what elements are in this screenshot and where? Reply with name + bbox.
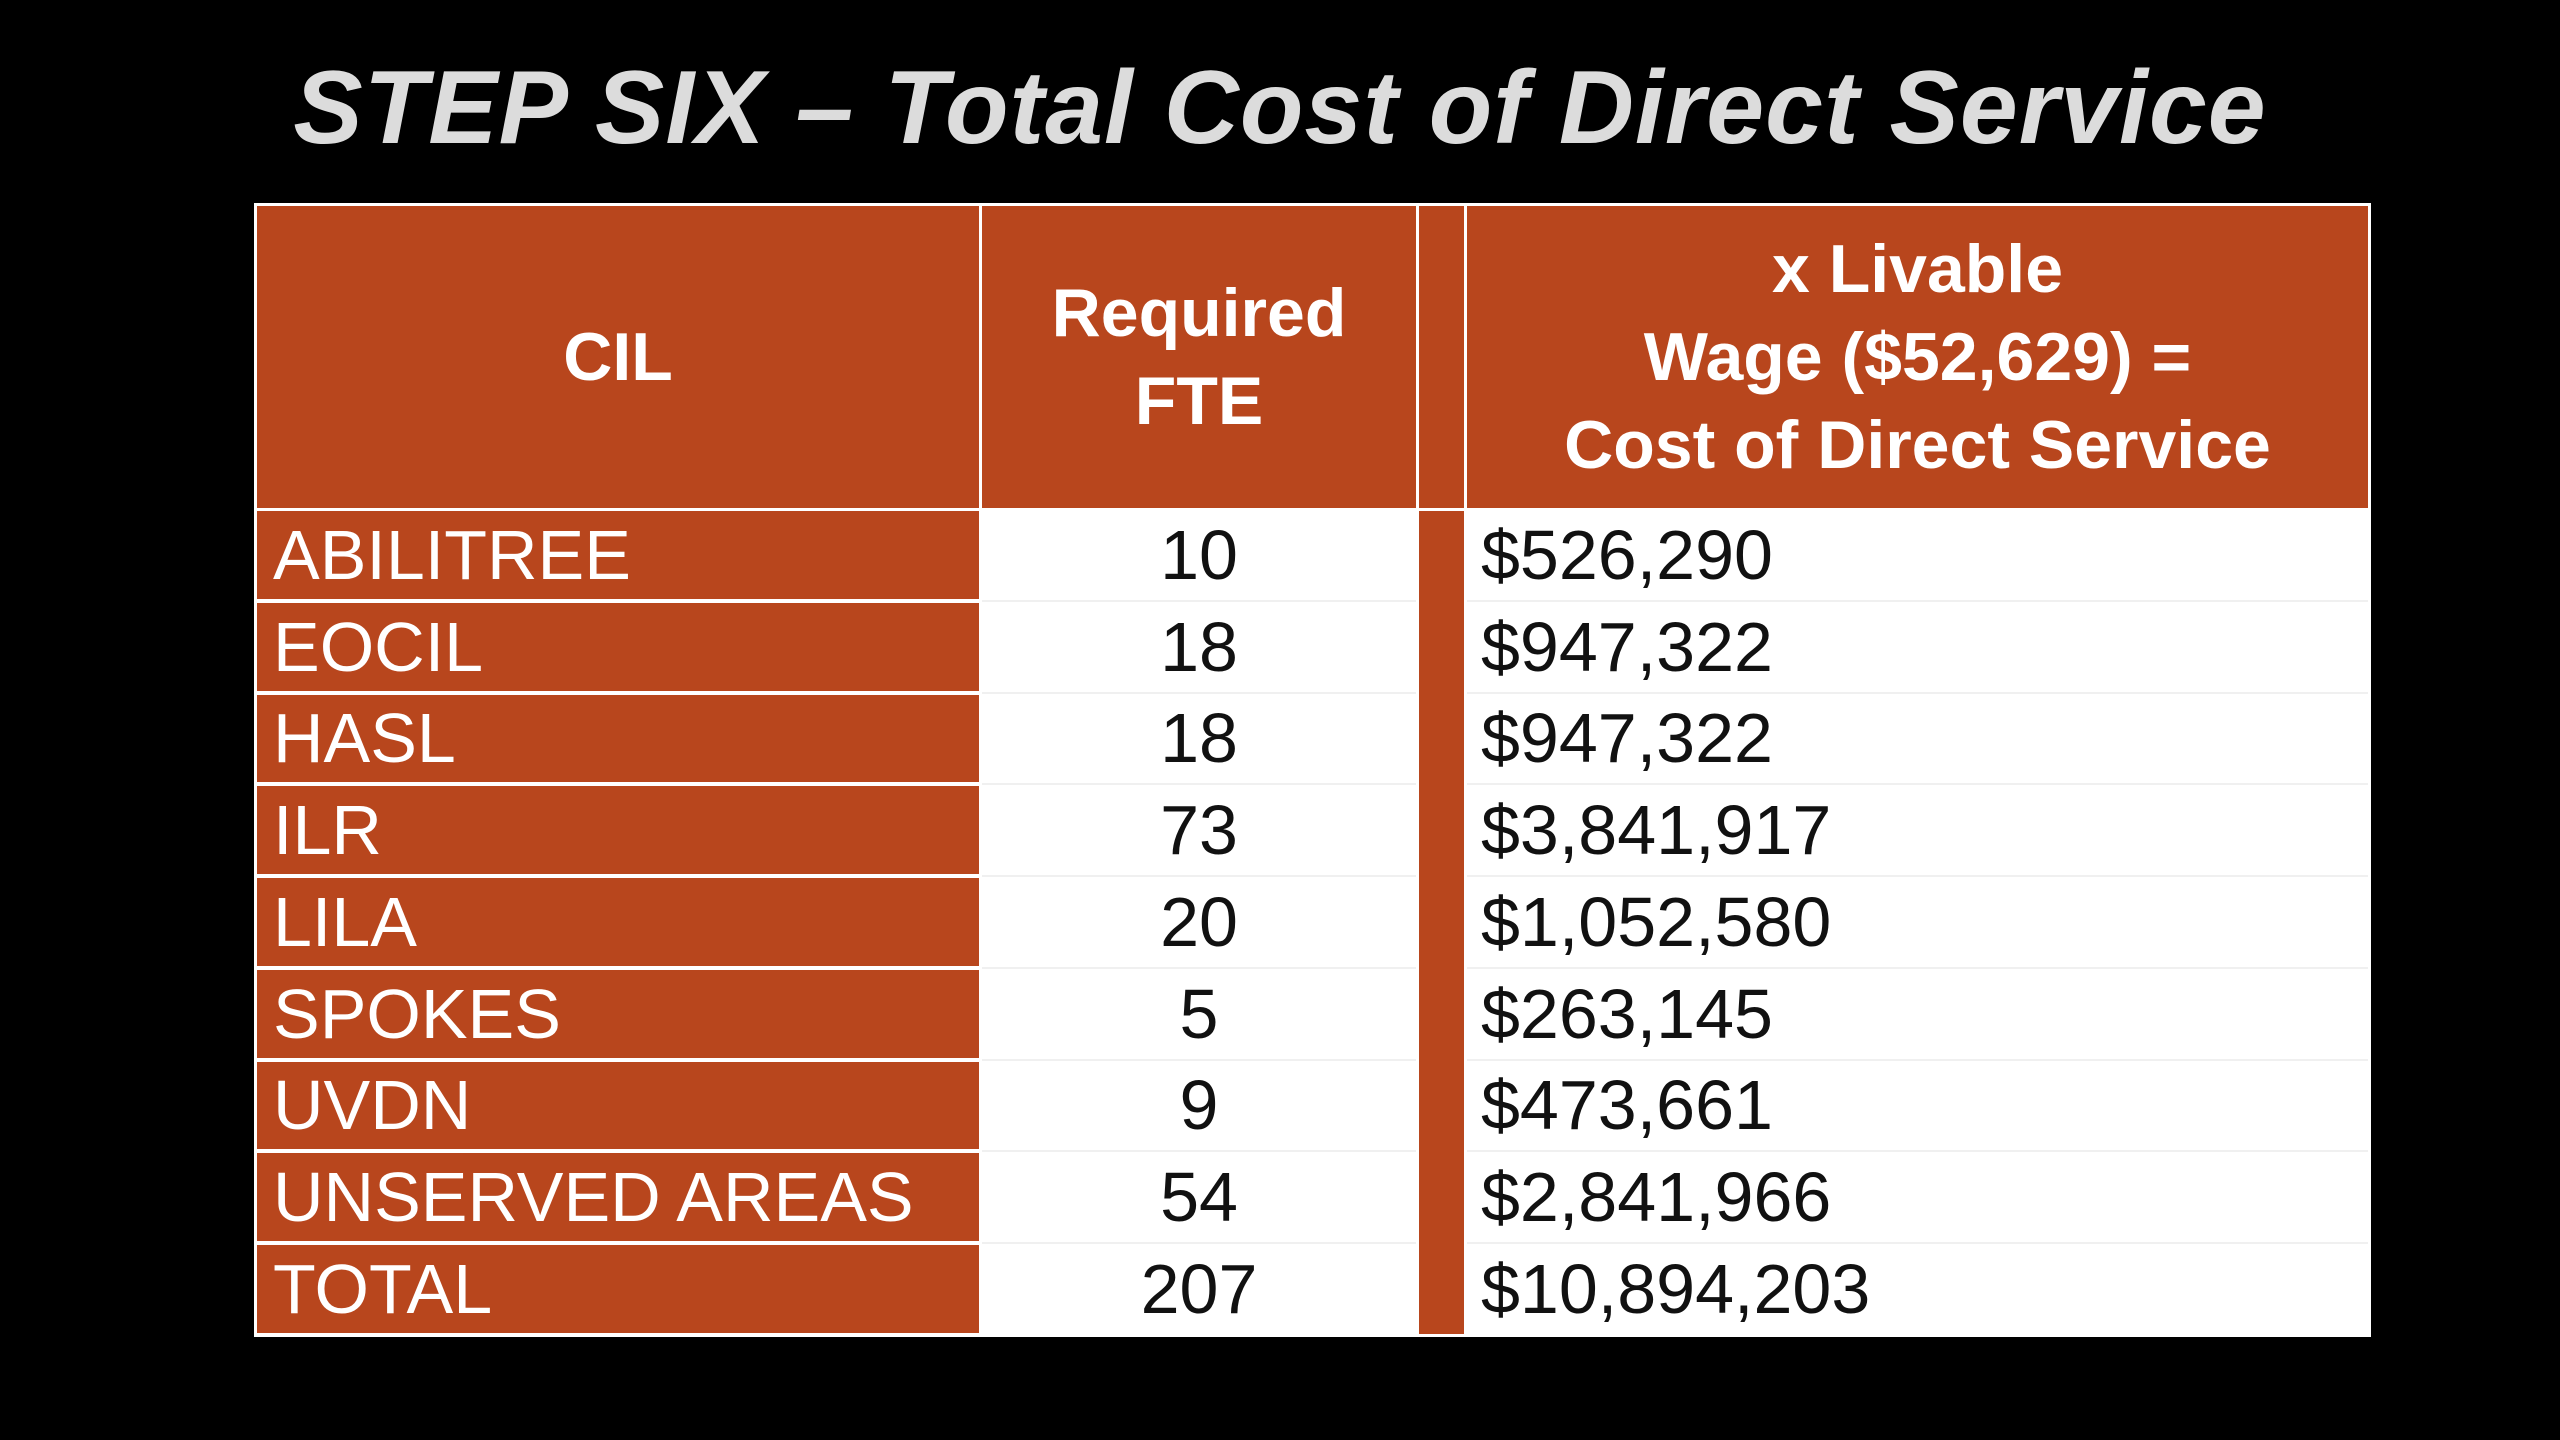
cil-name-cell: ILR [255,784,982,879]
divider-cell [1416,967,1467,1060]
divider-cell [1416,784,1467,877]
divider-cell [1416,509,1467,601]
required-fte-cell: 5 [980,967,1418,1061]
table-row: LILA 20 $1,052,580 [255,876,2370,970]
cil-name-cell: TOTAL [255,1243,982,1337]
required-fte-cell: 20 [980,876,1418,969]
header-cil-label: CIL [563,319,673,395]
cil-name-cell: EOCIL [255,600,982,695]
required-fte-cell: 18 [980,692,1418,786]
required-fte-cell: 73 [980,784,1418,878]
header-cost-label: x Livable Wage ($52,629) = Cost of Direc… [1564,231,2271,483]
divider-cell [1416,1059,1467,1152]
slide-title: STEP SIX – Total Cost of Direct Service [293,50,2267,166]
divider-cell [1416,600,1467,693]
cost-of-direct-service-cell: $263,145 [1465,967,2370,1061]
cost-of-direct-service-cell: $2,841,966 [1465,1151,2370,1245]
header-required-fte: Required FTE [979,203,1419,511]
header-divider-column [1416,203,1467,511]
table-row: EOCIL 18 $947,322 [255,600,2370,695]
required-fte-cell: 54 [980,1151,1418,1245]
table-row: ABILITREE 10 $526,290 [255,509,2370,603]
cost-of-direct-service-cell: $1,052,580 [1465,876,2370,969]
direct-service-cost-table: CIL Required FTE x Livable Wage ($52,629… [254,203,2371,1337]
cost-of-direct-service-cell: $3,841,917 [1465,784,2370,878]
required-fte-cell: 9 [980,1059,1418,1153]
table-row: ILR 73 $3,841,917 [255,784,2370,879]
divider-cell [1416,1243,1467,1335]
cil-name-cell: UVDN [255,1059,982,1154]
required-fte-cell: 18 [980,600,1418,694]
cil-name-cell: SPOKES [255,967,982,1062]
cost-of-direct-service-cell: $947,322 [1465,600,2370,694]
cost-of-direct-service-cell: $947,322 [1465,692,2370,786]
header-fte-label: Required FTE [1051,275,1347,439]
required-fte-cell: 207 [980,1243,1418,1336]
header-cost-of-direct-service: x Livable Wage ($52,629) = Cost of Direc… [1464,203,2371,511]
required-fte-cell: 10 [980,509,1418,602]
table-row: TOTAL 207 $10,894,203 [255,1243,2370,1337]
table-row: UNSERVED AREAS 54 $2,841,966 [255,1151,2370,1246]
cil-name-cell: ABILITREE [255,509,982,603]
cost-of-direct-service-cell: $473,661 [1465,1059,2370,1153]
table-row: HASL 18 $947,322 [255,692,2370,787]
cost-of-direct-service-cell: $526,290 [1465,509,2370,602]
cost-of-direct-service-cell: $10,894,203 [1465,1243,2370,1336]
table-body: ABILITREE 10 $526,290 EOCIL 18 $947,322 HASL 18… [255,509,2370,1337]
divider-cell [1416,692,1467,785]
header-cil: CIL [254,203,982,511]
divider-cell [1416,876,1467,968]
table-row: SPOKES 5 $263,145 [255,967,2370,1062]
divider-cell [1416,1151,1467,1244]
cil-name-cell: LILA [255,876,982,970]
table-row: UVDN 9 $473,661 [255,1059,2370,1154]
cil-name-cell: HASL [255,692,982,787]
table-header-row: CIL Required FTE x Livable Wage ($52,629… [254,203,2371,511]
cil-name-cell: UNSERVED AREAS [255,1151,982,1246]
